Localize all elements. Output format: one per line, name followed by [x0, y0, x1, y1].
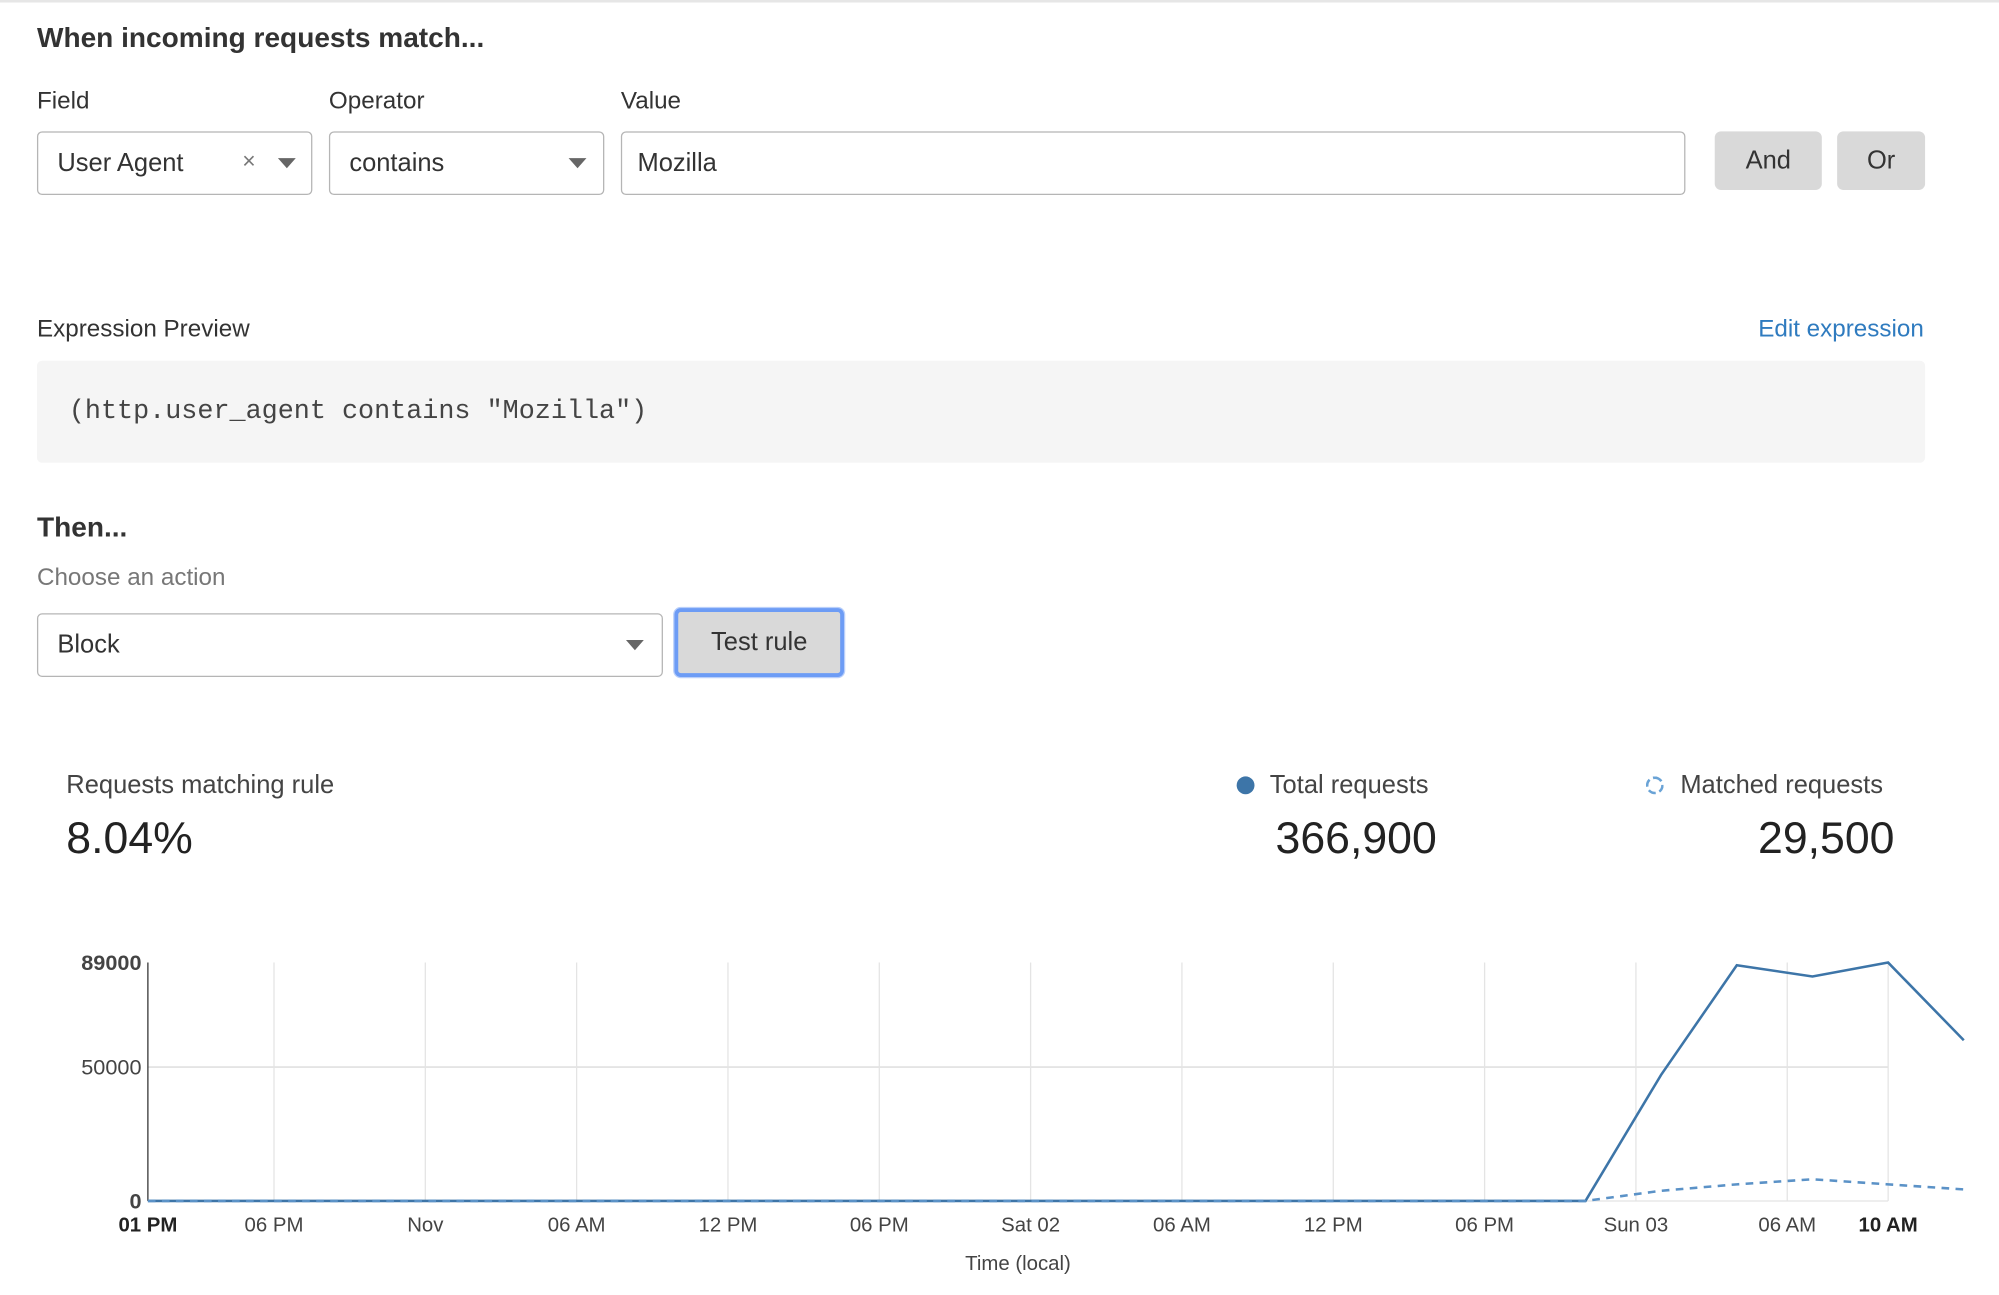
matched-legend-dashed-circle-icon: [1645, 776, 1664, 795]
total-requests-label: Total requests: [1269, 771, 1429, 800]
chevron-down-icon: [625, 639, 644, 651]
chevron-down-icon: [277, 158, 296, 169]
field-label: Field: [36, 87, 90, 115]
edit-expression-link[interactable]: Edit expression: [1758, 316, 1924, 343]
action-select-value: Block: [57, 630, 120, 659]
clear-icon[interactable]: ×: [242, 147, 256, 174]
y-tick-label: 89000: [81, 950, 141, 975]
top-divider: [0, 0, 1999, 3]
x-tick-label: 12 PM: [699, 1215, 758, 1237]
expression-code: (http.user_agent contains "Mozilla"): [36, 360, 1926, 463]
x-axis-title: Time (local): [965, 1253, 1071, 1275]
action-label: Choose an action: [36, 564, 226, 592]
operator-select[interactable]: contains: [328, 131, 605, 196]
chevron-down-icon: [568, 158, 587, 169]
value-input[interactable]: Mozilla: [620, 131, 1686, 196]
field-select-value: User Agent: [57, 148, 184, 177]
or-button[interactable]: Or: [1837, 131, 1926, 190]
operator-label: Operator: [328, 87, 425, 115]
value-input-text: Mozilla: [637, 148, 717, 177]
x-tick-label: 06 PM: [1455, 1215, 1514, 1237]
y-tick-label: 50000: [81, 1055, 141, 1080]
x-tick-label: 10 AM: [1858, 1215, 1917, 1237]
operator-select-value: contains: [349, 148, 445, 177]
x-tick-label: 06 AM: [1153, 1215, 1211, 1237]
total-legend-dot-icon: [1236, 776, 1255, 795]
expression-preview-label: Expression Preview: [36, 316, 250, 343]
field-select[interactable]: User Agent ×: [36, 131, 313, 196]
match-rate-label: Requests matching rule: [66, 771, 335, 800]
x-tick-label: 06 AM: [548, 1215, 606, 1237]
x-tick-label: 12 PM: [1304, 1215, 1363, 1237]
x-tick-label: 06 AM: [1758, 1215, 1816, 1237]
rule-heading: When incoming requests match...: [36, 21, 485, 54]
total-requests-line: [147, 961, 1965, 1203]
action-select[interactable]: Block: [36, 613, 663, 677]
x-tick-label: 06 PM: [245, 1215, 304, 1237]
matched-requests-line: [147, 1177, 1964, 1203]
matched-requests-label: Matched requests: [1680, 771, 1884, 800]
x-tick-label: Nov: [407, 1215, 444, 1237]
value-label: Value: [620, 87, 682, 115]
matched-requests-value: 29,500: [1758, 813, 1895, 864]
test-rule-button[interactable]: Test rule: [674, 608, 844, 677]
then-heading: Then...: [36, 511, 128, 544]
requests-chart: 01 PM 06 PM Nov 06 AM 12 PM 06 PM Sat 02 06 AM 1…: [81, 950, 1965, 1275]
x-tick-label: Sat 02: [1001, 1215, 1060, 1237]
x-tick-label: 06 PM: [850, 1215, 909, 1237]
and-button[interactable]: And: [1714, 131, 1822, 190]
match-rate-value: 8.04%: [66, 813, 193, 864]
x-tick-label: Sun 03: [1604, 1215, 1669, 1237]
x-tick-label: 01 PM: [118, 1215, 177, 1237]
total-requests-value: 366,900: [1275, 813, 1437, 864]
y-tick-label: 0: [129, 1189, 141, 1214]
